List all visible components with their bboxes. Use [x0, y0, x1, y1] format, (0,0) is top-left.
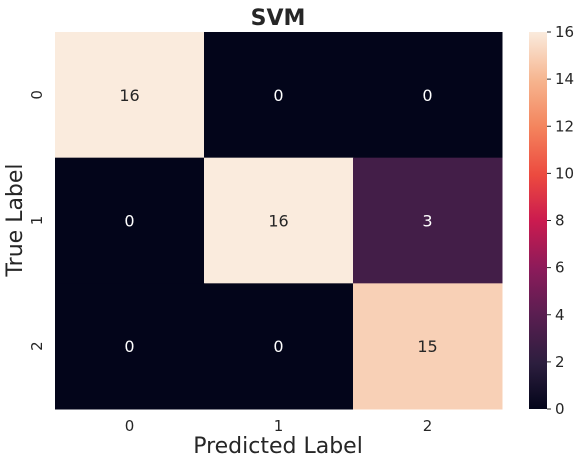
cell-value-label: 0: [124, 337, 134, 356]
colorbar-tick-label: 6: [555, 259, 565, 277]
x-tick-label: 0: [125, 417, 135, 435]
y-tick-label: 0: [28, 90, 46, 100]
cell-value-label: 15: [417, 337, 437, 356]
colorbar: [529, 32, 547, 409]
colorbar-tick-label: 12: [555, 117, 574, 135]
colorbar-tick-label: 0: [555, 400, 565, 418]
heatmap-cell: [353, 283, 503, 410]
cell-value-label: 16: [268, 212, 288, 231]
chart-title: SVM: [251, 6, 306, 31]
heatmap-cell: [204, 32, 354, 159]
heatmap-cell: [353, 32, 503, 159]
x-axis-label: Predicted Label: [193, 434, 363, 459]
heatmap-cell: [55, 157, 205, 284]
colorbar-tick-label: 16: [555, 23, 574, 41]
y-tick-labels: 0 1 2: [28, 90, 46, 351]
x-tick-labels: 0 1 2: [125, 417, 433, 435]
colorbar-tick-label: 14: [555, 70, 574, 88]
heatmap-cells: 16 0 0 0 16 3 0 0 15: [55, 32, 503, 410]
colorbar-tick-label: 2: [555, 353, 565, 371]
cell-value-label: 0: [273, 86, 283, 105]
heatmap-cell: [204, 157, 354, 284]
heatmap-cell: [55, 32, 205, 159]
cell-value-label: 0: [273, 337, 283, 356]
colorbar-ticks: 0 2 4 6 8 10 12 14 16: [547, 23, 574, 418]
x-tick-label: 2: [423, 417, 433, 435]
heatmap-cell: [204, 283, 354, 410]
y-axis-label: True Label: [3, 163, 28, 277]
x-tick-label: 1: [274, 417, 284, 435]
cell-value-label: 0: [124, 212, 134, 231]
y-tick-label: 1: [28, 216, 46, 226]
y-tick-label: 2: [28, 341, 46, 351]
cell-value-label: 3: [422, 212, 432, 231]
heatmap-cell: [353, 157, 503, 284]
cell-value-label: 0: [422, 86, 432, 105]
colorbar-tick-label: 10: [555, 164, 574, 182]
colorbar-tick-label: 4: [555, 306, 565, 324]
colorbar-tick-label: 8: [555, 212, 565, 230]
heatmap-cell: [55, 283, 205, 410]
cell-value-label: 16: [119, 86, 139, 105]
